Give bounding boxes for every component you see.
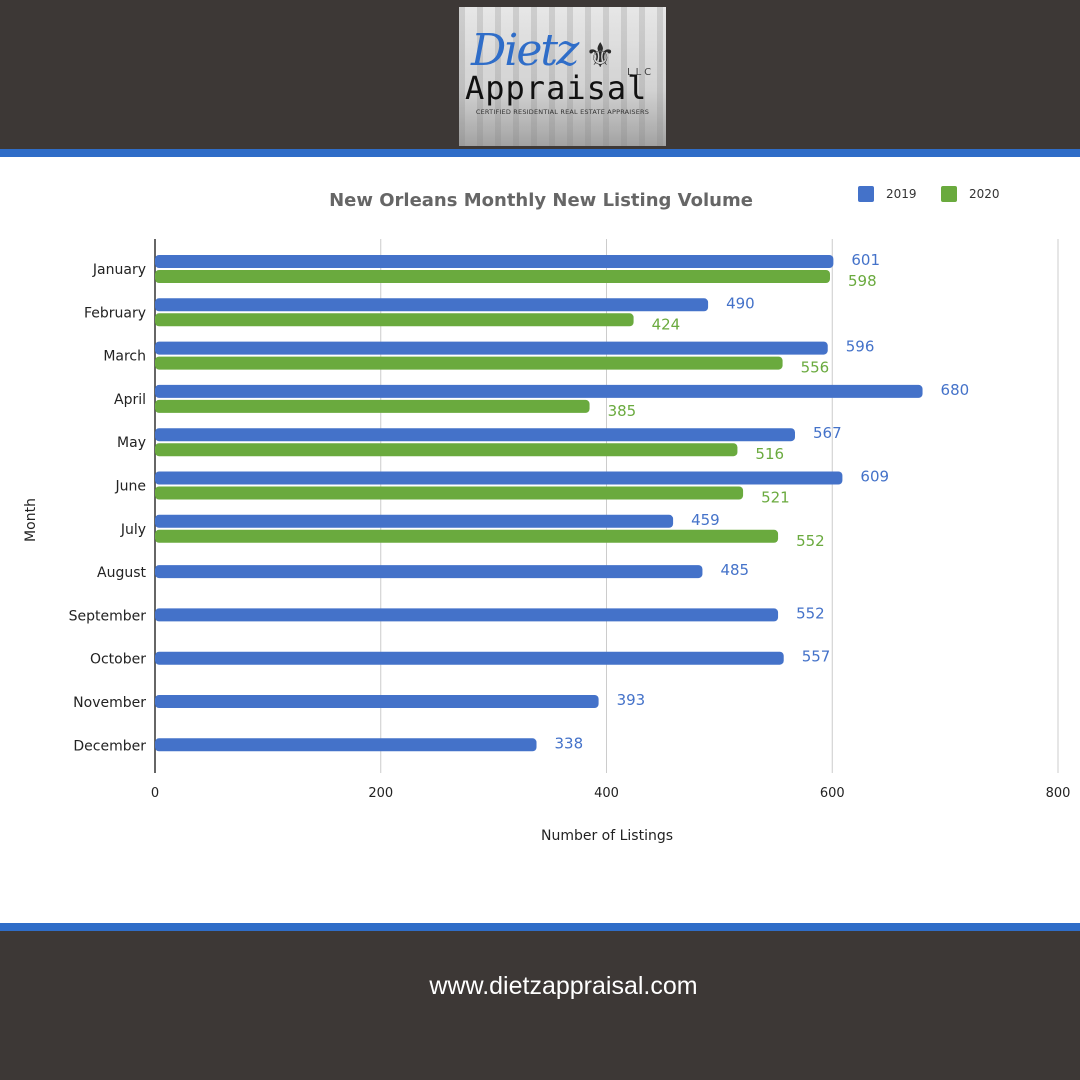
data-label-2020: 516	[755, 445, 784, 463]
data-label-2019: 338	[555, 734, 584, 752]
x-tick-label: 600	[820, 786, 845, 801]
y-tick-label: December	[73, 738, 146, 754]
bar-2019	[155, 471, 843, 485]
bar-chart: 0 200 400 600 800 January 601 598 February 490 424…	[23, 186, 1071, 844]
bar-2019	[155, 255, 834, 268]
logo-tagline: CERTIFIED RESIDENTIAL REAL ESTATE APPRAI…	[475, 108, 650, 116]
y-tick-label: June	[115, 479, 147, 495]
chart-title: New Orleans Monthly New Listing Volume	[329, 190, 753, 211]
footer-band	[0, 931, 1080, 1080]
y-tick-label: October	[90, 652, 146, 668]
chart-container: 0 200 400 600 800 January 601 598 February 490 424…	[0, 157, 1080, 923]
bar-2020	[155, 399, 590, 413]
data-label-2019: 557	[802, 648, 831, 666]
x-tick-label: 800	[1046, 786, 1071, 801]
bar-2020	[155, 529, 779, 543]
fleur-de-lis-icon: ⚜	[585, 36, 616, 76]
data-label-2019: 459	[691, 511, 720, 529]
company-logo: Dietz ⚜ LLC Appraisal CERTIFIED RESIDENT…	[459, 7, 666, 146]
footer-accent-line	[0, 923, 1080, 931]
y-tick-label: November	[73, 695, 146, 711]
bar-2019	[155, 565, 703, 579]
bar-2019	[155, 738, 537, 752]
x-tick-label: 200	[368, 786, 393, 801]
data-label-2019: 490	[726, 294, 755, 312]
chart-bars	[155, 255, 923, 752]
chart-labels: 0 200 400 600 800 January 601 598 February 490 424…	[69, 251, 1071, 801]
data-label-2019: 567	[813, 424, 842, 442]
data-label-2019: 393	[617, 691, 646, 709]
legend-label-2019: 2019	[886, 187, 917, 201]
data-label-2019: 596	[846, 338, 875, 356]
x-tick-label: 0	[151, 786, 159, 801]
legend-swatch-2019	[858, 186, 874, 202]
data-label-2020: 521	[761, 489, 790, 507]
y-tick-label: March	[103, 349, 146, 365]
y-tick-label: August	[97, 565, 147, 581]
bar-2019	[155, 514, 674, 528]
bar-2020	[155, 486, 744, 500]
y-axis-title: Month	[23, 498, 39, 542]
chart-legend: 2019 2020	[858, 186, 1000, 202]
website-link[interactable]: www.dietzappraisal.com	[429, 972, 698, 1000]
data-label-2020: 552	[796, 532, 825, 550]
bar-2020	[155, 270, 830, 283]
data-label-2019: 680	[941, 381, 970, 399]
legend-swatch-2020	[941, 186, 957, 202]
bar-2020	[155, 356, 783, 370]
data-label-2019: 485	[720, 561, 749, 579]
bar-2019	[155, 695, 599, 708]
data-label-2019: 609	[860, 468, 889, 486]
logo-building-image	[459, 7, 666, 146]
logo-llc-text: LLC	[627, 67, 655, 78]
bar-2019	[155, 608, 779, 622]
y-tick-label: January	[92, 262, 146, 278]
data-label-2020: 556	[801, 359, 830, 377]
header-accent-line	[0, 149, 1080, 157]
y-tick-label: September	[69, 608, 147, 624]
data-label-2020: 598	[848, 272, 877, 290]
logo-word-text: Appraisal	[465, 69, 648, 107]
bar-2020	[155, 313, 634, 327]
bar-2020	[155, 443, 738, 457]
bar-2019	[155, 651, 784, 665]
data-label-2020: 424	[652, 315, 681, 333]
x-tick-label: 400	[594, 786, 619, 801]
bar-2019	[155, 384, 923, 398]
data-label-2019: 601	[851, 251, 880, 269]
y-tick-label: July	[120, 522, 146, 538]
bar-2019	[155, 341, 828, 355]
data-label-2020: 385	[608, 402, 637, 420]
y-tick-label: May	[117, 435, 146, 451]
logo-script-text: Dietz	[471, 25, 579, 76]
y-tick-label: April	[114, 392, 146, 408]
bar-2019	[155, 298, 709, 312]
y-tick-label: February	[84, 305, 146, 321]
x-axis-title: Number of Listings	[541, 828, 673, 844]
bar-2019	[155, 428, 796, 442]
data-label-2019: 552	[796, 604, 825, 622]
chart-grid	[154, 239, 1059, 773]
legend-label-2020: 2020	[969, 187, 1000, 201]
